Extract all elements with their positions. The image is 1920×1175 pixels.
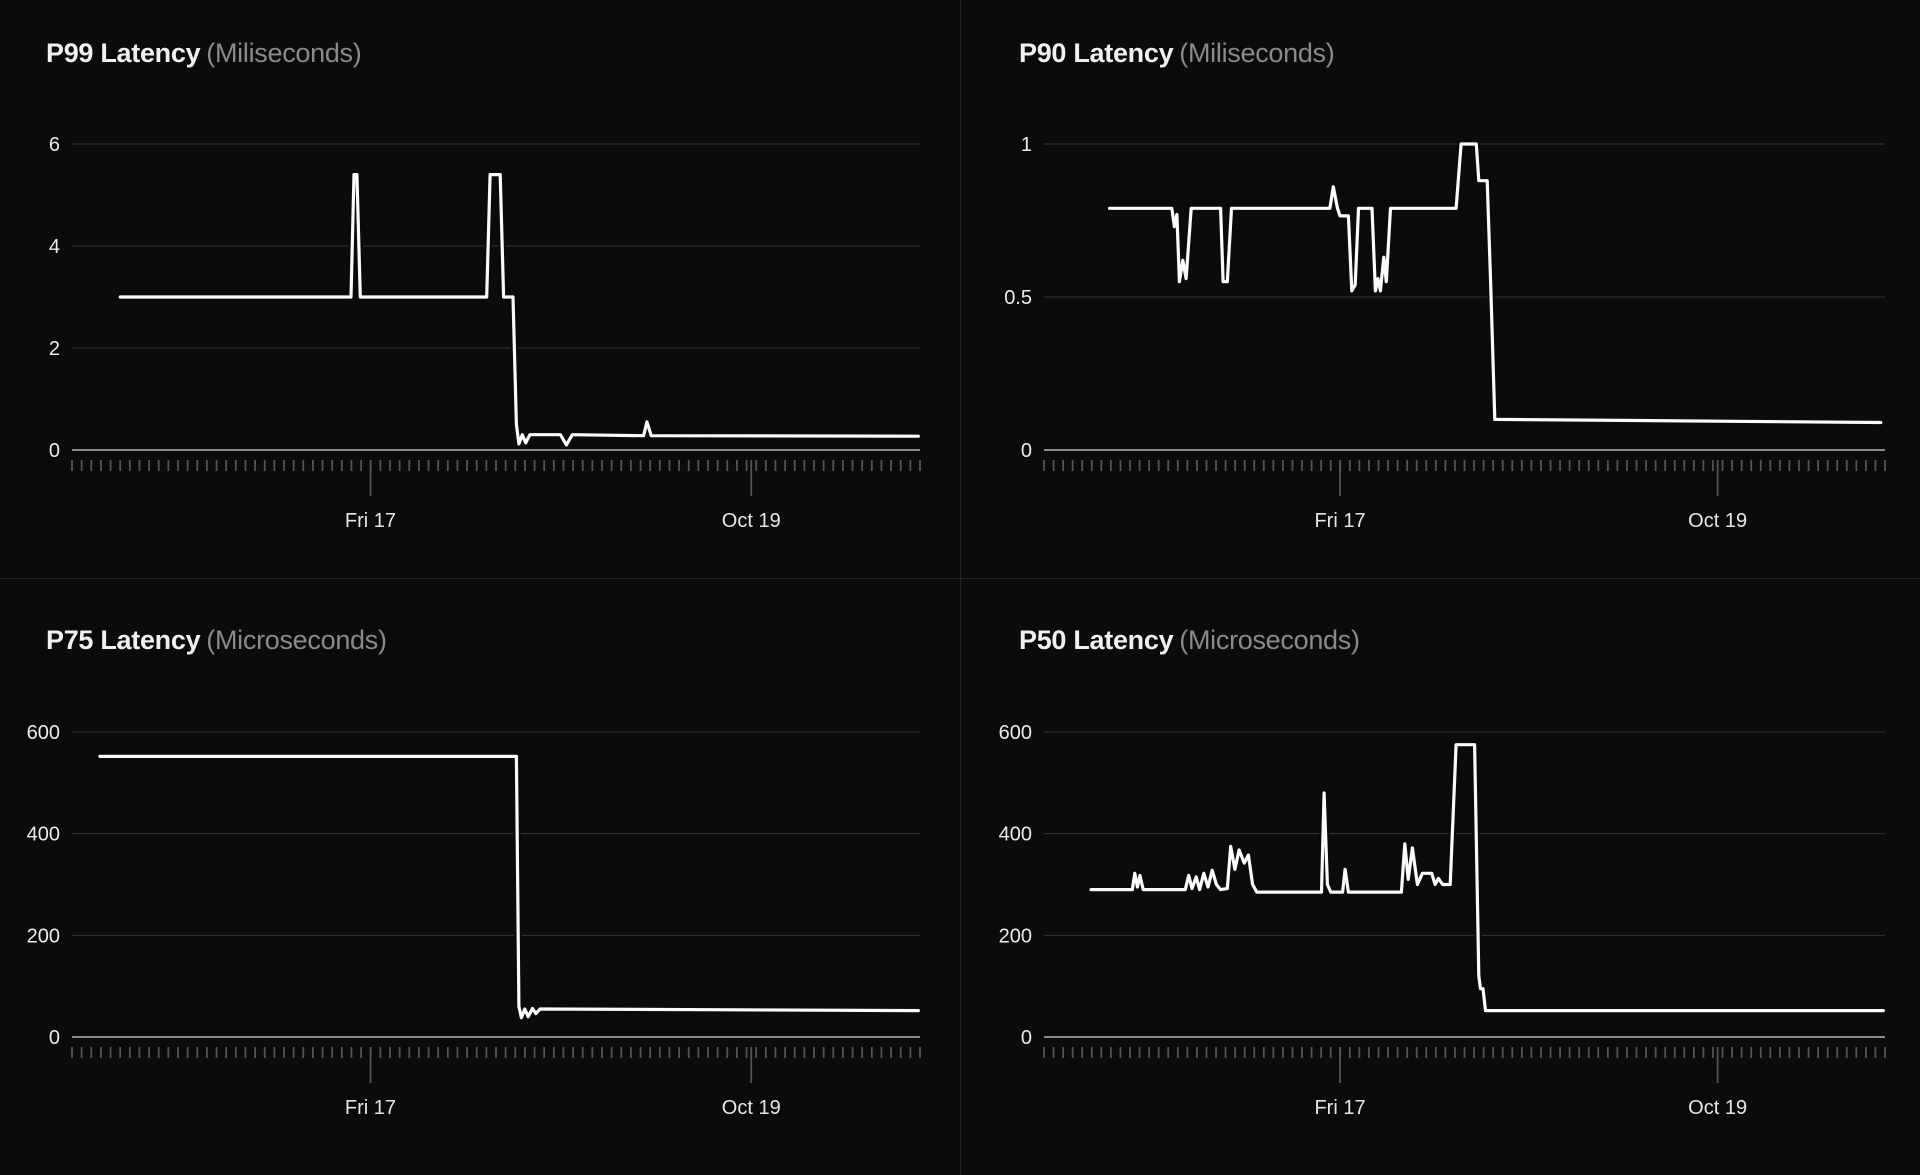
svg-text:4: 4 [49,236,60,258]
p50-line-chart[interactable]: 0 200 400 600 Fri 17 Oct 19 [960,578,1920,1175]
chart-panel-p50: P50 Latency (Microseconds) 0 200 400 600 Fri … [960,578,1920,1175]
svg-text:0.5: 0.5 [1004,287,1032,309]
svg-text:Oct 19: Oct 19 [1688,510,1747,532]
svg-text:Fri 17: Fri 17 [345,1097,396,1119]
svg-text:0: 0 [49,1027,60,1049]
chart-title-main: P75 Latency [46,625,201,655]
chart-title-p75: P75 Latency (Microseconds) [46,627,387,654]
svg-text:Oct 19: Oct 19 [1688,1097,1747,1119]
p99-line-chart[interactable]: 0 2 4 6 Fri 17 Oct 19 [0,0,960,578]
chart-title-main: P90 Latency [1019,38,1174,68]
svg-text:0: 0 [1021,440,1032,462]
divider-vertical [960,0,961,1175]
p90-line-chart[interactable]: 0 0.5 1 Fri 17 Oct 19 [960,0,1920,578]
svg-text:Fri 17: Fri 17 [345,510,396,532]
svg-text:400: 400 [999,824,1032,846]
svg-text:Fri 17: Fri 17 [1314,1097,1365,1119]
svg-text:0: 0 [1021,1027,1032,1049]
svg-text:200: 200 [999,925,1032,947]
chart-title-main: P50 Latency [1019,625,1174,655]
chart-panel-p99: P99 Latency (Miliseconds) 0 2 4 6 Fri 17 Oct 1… [0,0,960,578]
chart-title-p50: P50 Latency (Microseconds) [1019,627,1360,654]
chart-title-unit: (Miliseconds) [1179,38,1335,68]
chart-panel-p75: P75 Latency (Microseconds) 0 200 400 600 Fri … [0,578,960,1175]
svg-text:2: 2 [49,338,60,360]
divider-horizontal [0,578,1920,579]
chart-title-unit: (Microseconds) [1179,625,1360,655]
svg-text:1: 1 [1021,134,1032,156]
svg-text:0: 0 [49,440,60,462]
chart-title-main: P99 Latency [46,38,201,68]
svg-text:600: 600 [999,722,1032,744]
svg-text:Fri 17: Fri 17 [1314,510,1365,532]
svg-text:Oct 19: Oct 19 [722,1097,781,1119]
svg-text:600: 600 [27,722,60,744]
p75-line-chart[interactable]: 0 200 400 600 Fri 17 Oct 19 [0,578,960,1175]
svg-text:200: 200 [27,925,60,947]
chart-title-p99: P99 Latency (Miliseconds) [46,38,362,68]
svg-text:6: 6 [49,134,60,156]
chart-panel-p90: P90 Latency (Miliseconds) 0 0.5 1 Fri 17 Oct … [960,0,1920,578]
svg-text:400: 400 [27,824,60,846]
chart-title-unit: (Microseconds) [206,625,387,655]
chart-title-p90: P90 Latency (Miliseconds) [1019,38,1335,68]
chart-title-unit: (Miliseconds) [206,38,362,68]
svg-text:Oct 19: Oct 19 [722,510,781,532]
